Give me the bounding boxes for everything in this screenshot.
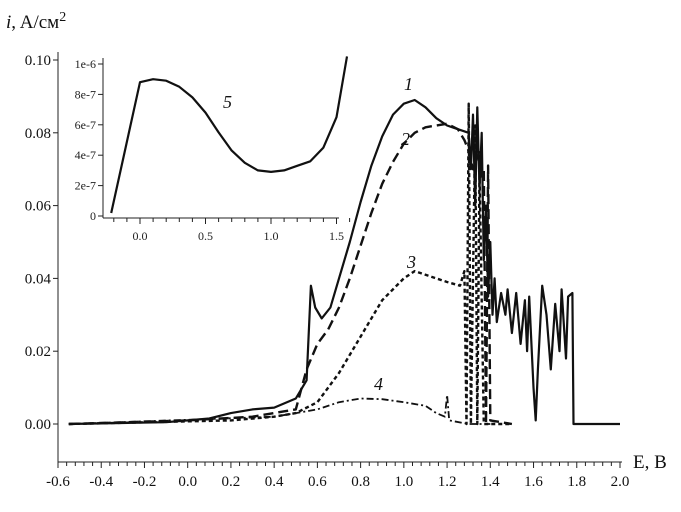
inset-x-tick-label: 1.0 xyxy=(264,229,279,243)
x-tick-label: 1.0 xyxy=(394,474,413,490)
series-4-line xyxy=(68,393,491,425)
inset-y-tick-label: 4e-7 xyxy=(75,148,96,162)
inset-y-tick-label: 0 xyxy=(90,209,96,223)
curve-label-2: 2 xyxy=(401,129,410,149)
inset-x-tick-label: 0.0 xyxy=(133,229,148,243)
x-tick-label: -0.2 xyxy=(133,474,157,490)
y-tick-label: 0.10 xyxy=(25,53,51,69)
x-tick-label: -0.4 xyxy=(89,474,113,490)
curve-label-3: 3 xyxy=(406,252,416,272)
x-tick-label: 0.2 xyxy=(222,474,241,490)
x-tick-label: 1.2 xyxy=(438,474,457,490)
inset-chart: 0.0 0.5 1.0 1.5 0 2e-7 4e-7 6e-7 8e-7 1e-6 xyxy=(75,56,351,243)
series-3-line xyxy=(68,102,512,426)
series-2-line xyxy=(68,122,513,426)
series-1-line xyxy=(68,98,620,426)
x-axis-title: E, B xyxy=(633,452,667,473)
x-tick-label: 1.4 xyxy=(481,474,500,490)
y-axis-title: i, A/см2 xyxy=(6,10,66,33)
curve-label-4: 4 xyxy=(374,374,383,394)
series-5-line xyxy=(110,56,349,214)
y-tick-label: 0.04 xyxy=(25,271,52,287)
main-axes: -0.6 -0.4 -0.2 0.0 0.2 0.4 0.6 0.8 1.0 1.2 1.4 1.6 1… xyxy=(25,52,630,490)
inset-y-tick-label: 2e-7 xyxy=(75,179,96,193)
main-curves xyxy=(68,98,620,426)
y-tick-label: 0.08 xyxy=(25,126,51,142)
x-tick-label: 2.0 xyxy=(611,474,630,490)
curve-label-5: 5 xyxy=(223,92,232,112)
x-tick-label: 0.6 xyxy=(308,474,327,490)
x-tick-label: 0.0 xyxy=(178,474,197,490)
y-tick-label: 0.02 xyxy=(25,344,51,360)
inset-x-tick-label: 0.5 xyxy=(198,229,213,243)
y-tick-label: 0.00 xyxy=(25,417,51,433)
inset-y-tick-label: 6e-7 xyxy=(75,118,96,132)
x-tick-label: 1.8 xyxy=(567,474,586,490)
x-tick-label: -0.6 xyxy=(46,474,70,490)
inset-y-tick-label: 1e-6 xyxy=(75,57,96,71)
x-tick-label: 1.6 xyxy=(524,474,543,490)
inset-y-tick-label: 8e-7 xyxy=(75,87,96,101)
inset-x-tick-label: 1.5 xyxy=(329,229,344,243)
x-tick-label: 0.4 xyxy=(265,474,284,490)
curve-label-1: 1 xyxy=(404,74,413,94)
x-tick-label: 0.8 xyxy=(351,474,370,490)
y-tick-label: 0.06 xyxy=(25,199,52,215)
